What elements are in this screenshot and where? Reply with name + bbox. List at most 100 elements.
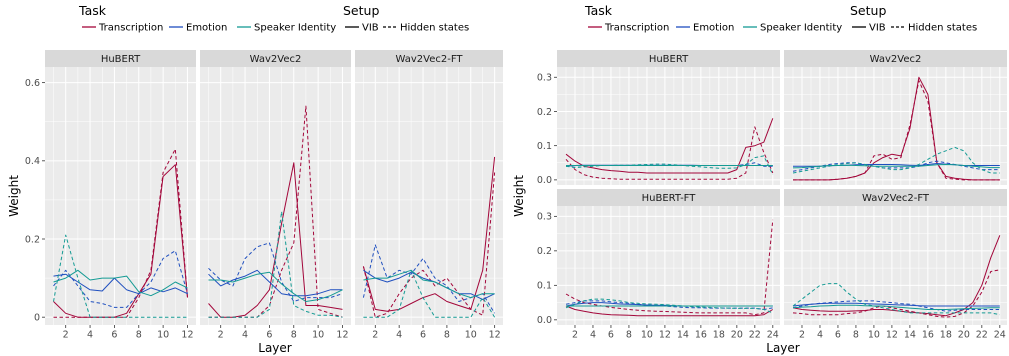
- right-panel-hubert-ft-2-x-tick-label: 4: [590, 330, 596, 341]
- right-panel-hubert-ft-2-x-tick-label: 14: [677, 330, 689, 341]
- right-panel-wav2vec2-1: Wav2Vec2: [784, 50, 1007, 185]
- right-panel-hubert-0-series-transcription-hidden-states: [565, 126, 774, 180]
- right-panel-hubert-0-y-tick-label: 0.3: [537, 73, 552, 84]
- right-legend: Task Transcription Emotion Speaker Ident…: [584, 3, 977, 34]
- right-panel-hubert-ft-2-y-tick-label: 0.0: [537, 315, 552, 326]
- left-legend-task-title: Task: [78, 3, 107, 18]
- right-panel-hubert-ft-2: HuBERT-FT0.00.10.20.32 4 6 8 10 12 14 16 18 20 22 2…: [537, 189, 780, 341]
- left-panel-wav2vec2-x-tick-label: 6: [266, 330, 272, 341]
- left-panel-hubert-series-emotion-hidden-states: [53, 250, 188, 308]
- right-panel-hubert-ft-2-x-tick-label: 2: [572, 330, 578, 341]
- left-panel-wav2vec2-x-tick-label: 12: [336, 330, 348, 341]
- right-panel-hubert-ft-2-x-tick-label: 16: [695, 330, 707, 341]
- right-panel-hubert-ft-2-x-tick-label: 22: [749, 330, 761, 341]
- left-legend-label-speaker: Speaker Identity: [254, 23, 336, 34]
- right-legend-label-transcription: Transcription: [604, 23, 669, 34]
- right-panel-wav2vec2-ft-3-x-tick-label: 22: [976, 330, 988, 341]
- right-panel-wav2vec2-ft-3-x-tick-label: 2: [799, 330, 805, 341]
- left-panel-hubert-y-tick-label: 0.6: [25, 78, 40, 89]
- left-y-axis-title: Weight: [7, 175, 21, 217]
- right-panel-wav2vec2-1-strip-label: Wav2Vec2: [870, 54, 922, 65]
- left-panel-hubert-x-tick-label: 12: [181, 330, 193, 341]
- left-panel-hubert-y-tick-label: 0: [34, 312, 40, 323]
- left-panel-wav2vec2-ft-x-tick-label: 10: [465, 330, 477, 341]
- right-panel-hubert-ft-2-y-tick-label: 0.2: [537, 246, 552, 257]
- left-panel-hubert-x-tick-label: 8: [136, 330, 142, 341]
- right-panel-wav2vec2-ft-3-x-tick-label: 18: [940, 330, 952, 341]
- right-panel-wav2vec2-ft-3-x-tick-label: 12: [886, 330, 898, 341]
- left-panel-wav2vec2-series-emotion-vib: [208, 269, 343, 297]
- right-panel-hubert-ft-2-background: [557, 206, 780, 325]
- right-panel-hubert-ft-2-x-tick-label: 18: [713, 330, 725, 341]
- right-panel-wav2vec2-ft-3-series-speaker-vib: [792, 304, 1000, 310]
- right-panel-wav2vec2-ft-3-x-tick-label: 6: [835, 330, 841, 341]
- left-panel-hubert: HuBERT 0 0.2 0.4 0.6 2 4 6 8 10 12: [25, 50, 196, 341]
- left-panel-wav2vec2-ft-series-speaker-vib: [363, 269, 495, 299]
- left-panel-wav2vec2-background: [200, 67, 351, 325]
- left-panel-wav2vec2-ft-strip: [355, 50, 503, 67]
- left-panel-hubert-background: [45, 67, 196, 325]
- right-legend-label-vib: VIB: [869, 23, 886, 34]
- right-panel-hubert-ft-2-x-tick-label: 20: [731, 330, 743, 341]
- left-panel-wav2vec2-ft-series-speaker-hidden-states: [363, 269, 496, 318]
- right-panel-hubert-ft-2-x-tick-label: 8: [626, 330, 632, 341]
- right-panel-wav2vec2-ft-3-strip-label: Wav2Vec2-FT: [862, 193, 930, 204]
- left-panel-hubert-strip-label: HuBERT: [101, 54, 141, 65]
- right-panel-wav2vec2-ft-3-series-transcription-hidden-states: [792, 269, 1000, 318]
- left-panel-wav2vec2-strip: [200, 50, 351, 67]
- right-panel-wav2vec2-ft-3-x-tick-label: 10: [868, 330, 880, 341]
- left-legend-label-emotion: Emotion: [186, 23, 227, 34]
- left-panel-wav2vec2-ft-x-tick-label: 6: [420, 330, 426, 341]
- right-panel-wav2vec2-ft-3-x-tick-label: 20: [958, 330, 970, 341]
- left-panel-hubert-strip: [45, 50, 196, 67]
- left-panel-wav2vec2-x-tick-label: 2: [218, 330, 224, 341]
- right-panel-hubert-0-y-tick-label: 0.2: [537, 107, 552, 118]
- left-panel-wav2vec2-ft-series-transcription-hidden-states: [362, 172, 496, 318]
- right-panel-hubert-ft-2-strip-label: HuBERT-FT: [642, 193, 697, 204]
- right-panel-wav2vec2-ft-3-series-speaker-hidden-states: [792, 283, 1000, 316]
- right-panel-wav2vec2-ft-3-series-emotion-vib: [792, 302, 1000, 307]
- right-panel-wav2vec2-ft-3: Wav2Vec2-FT2 4 6 8 10 12 14 16 18 20 22 24: [784, 189, 1007, 341]
- right-legend-setup-title: Setup: [850, 3, 886, 18]
- right-panel-wav2vec2-1-series-speaker-vib: [792, 164, 1000, 169]
- left-panel-hubert-x-tick-label: 4: [87, 330, 93, 341]
- right-panel-wav2vec2-ft-3-x-tick-label: 24: [994, 330, 1006, 341]
- right-y-axis-title: Weight: [512, 175, 526, 217]
- right-panel-hubert-ft-2-y-tick-label: 0.1: [537, 281, 552, 292]
- left-panel-wav2vec2-ft-x-tick-label: 4: [396, 330, 402, 341]
- right-panel-wav2vec2-ft-3-strip: [784, 189, 1007, 206]
- right-panel-wav2vec2-ft-3-x-tick-label: 16: [922, 330, 934, 341]
- left-legend-label-transcription: Transcription: [98, 23, 163, 34]
- left-panel-wav2vec2-ft-series-transcription-vib: [362, 156, 496, 312]
- left-panel-wav2vec2-series-speaker-vib: [208, 271, 343, 302]
- right-panel-wav2vec2-ft-3-series-emotion-hidden-states: [792, 300, 1000, 312]
- left-panel-wav2vec2-ft-background: [355, 67, 503, 325]
- right-panel-wav2vec2-1-series-transcription-hidden-states: [793, 80, 1000, 181]
- right-panel-wav2vec2-1-series-emotion-hidden-states: [792, 160, 1000, 172]
- right-panel-wav2vec2-ft-3-x-tick-label: 8: [853, 330, 859, 341]
- right-panel-wav2vec2-1-background: [784, 67, 1007, 185]
- right-panel-hubert-0-y-tick-label: 0.0: [537, 175, 552, 186]
- left-panel-wav2vec2-ft-x-tick-label: 12: [489, 330, 501, 341]
- left-panel-wav2vec2-x-tick-label: 10: [312, 330, 324, 341]
- left-panel-wav2vec2-ft-series-emotion-vib: [363, 269, 495, 301]
- right-panel-hubert-0-strip: [557, 50, 780, 67]
- right-panel-hubert-ft-2-y-tick-label: 0.3: [537, 212, 552, 223]
- right-panel-wav2vec2-1-series-speaker-hidden-states: [792, 146, 1000, 174]
- left-panel-wav2vec2-x-tick-label: 8: [291, 330, 297, 341]
- left-legend-setup-title: Setup: [343, 3, 379, 18]
- right-panel-hubert-0-strip-label: HuBERT: [649, 54, 689, 65]
- left-panel-hubert-x-tick-label: 10: [157, 330, 169, 341]
- left-panel-wav2vec2-ft-x-tick-label: 8: [444, 330, 450, 341]
- right-panel-hubert-ft-2-series-transcription-vib: [565, 305, 774, 317]
- right-panel-hubert-0-y-tick-label: 0.1: [537, 141, 552, 152]
- right-panel-wav2vec2-ft-3-x-tick-label: 4: [817, 330, 823, 341]
- right-legend-task-title: Task: [584, 3, 613, 18]
- left-legend-label-hidden: Hidden states: [400, 23, 469, 34]
- left-legend-label-vib: VIB: [362, 23, 379, 34]
- right-panel-hubert-0: HuBERT 0.0 0.1 0.2 0.3: [537, 50, 780, 186]
- left-panel-hubert-x-tick-label: 2: [63, 330, 69, 341]
- right-panel-hubert-ft-2-x-tick-label: 12: [659, 330, 671, 341]
